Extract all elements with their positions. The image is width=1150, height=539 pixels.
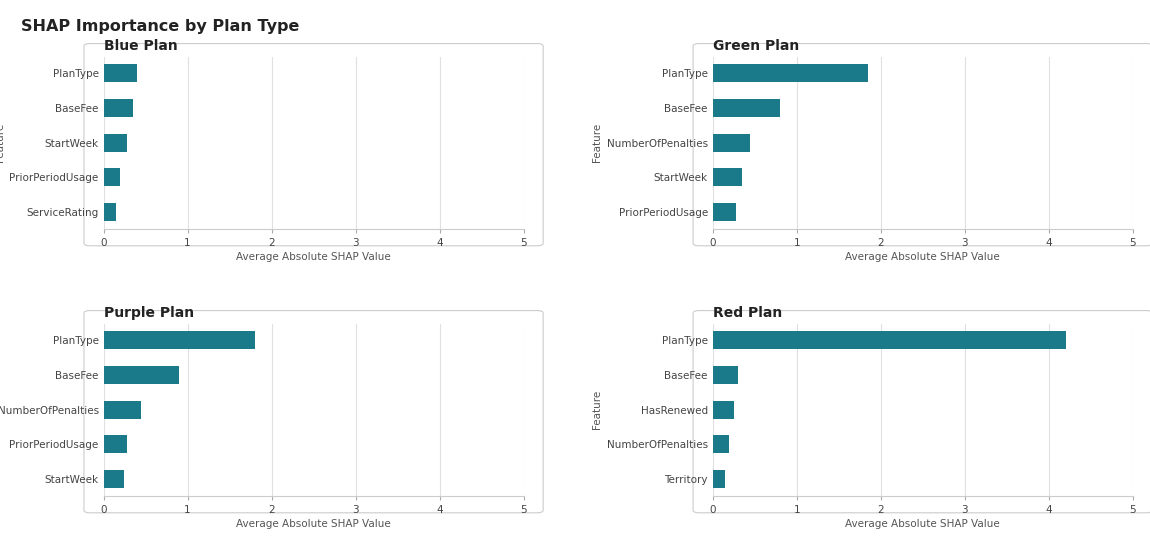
X-axis label: Average Absolute SHAP Value: Average Absolute SHAP Value (236, 252, 391, 262)
Text: Red Plan: Red Plan (713, 306, 782, 320)
Y-axis label: Feature: Feature (592, 390, 603, 430)
Bar (104, 400, 141, 419)
Text: SHAP Importance by Plan Type: SHAP Importance by Plan Type (21, 19, 299, 34)
Y-axis label: Feature: Feature (0, 123, 6, 162)
Bar (104, 168, 121, 186)
Bar (713, 168, 742, 186)
Bar (104, 203, 116, 221)
Bar (713, 366, 738, 384)
Bar (713, 436, 729, 453)
Text: Purple Plan: Purple Plan (104, 306, 193, 320)
Bar (104, 331, 255, 349)
Bar (713, 331, 1066, 349)
Bar (104, 470, 124, 488)
Bar (713, 400, 734, 419)
Text: Blue Plan: Blue Plan (104, 39, 177, 53)
Bar (713, 203, 736, 221)
Bar (713, 470, 726, 488)
X-axis label: Average Absolute SHAP Value: Average Absolute SHAP Value (845, 519, 1000, 529)
Bar (104, 366, 179, 384)
X-axis label: Average Absolute SHAP Value: Average Absolute SHAP Value (845, 252, 1000, 262)
Text: Green Plan: Green Plan (713, 39, 799, 53)
Bar (713, 65, 868, 82)
Bar (104, 134, 126, 152)
Y-axis label: Feature: Feature (592, 123, 603, 162)
Bar (104, 99, 133, 117)
Bar (713, 99, 780, 117)
X-axis label: Average Absolute SHAP Value: Average Absolute SHAP Value (236, 519, 391, 529)
Bar (104, 65, 137, 82)
Bar (104, 436, 126, 453)
Bar (713, 134, 751, 152)
